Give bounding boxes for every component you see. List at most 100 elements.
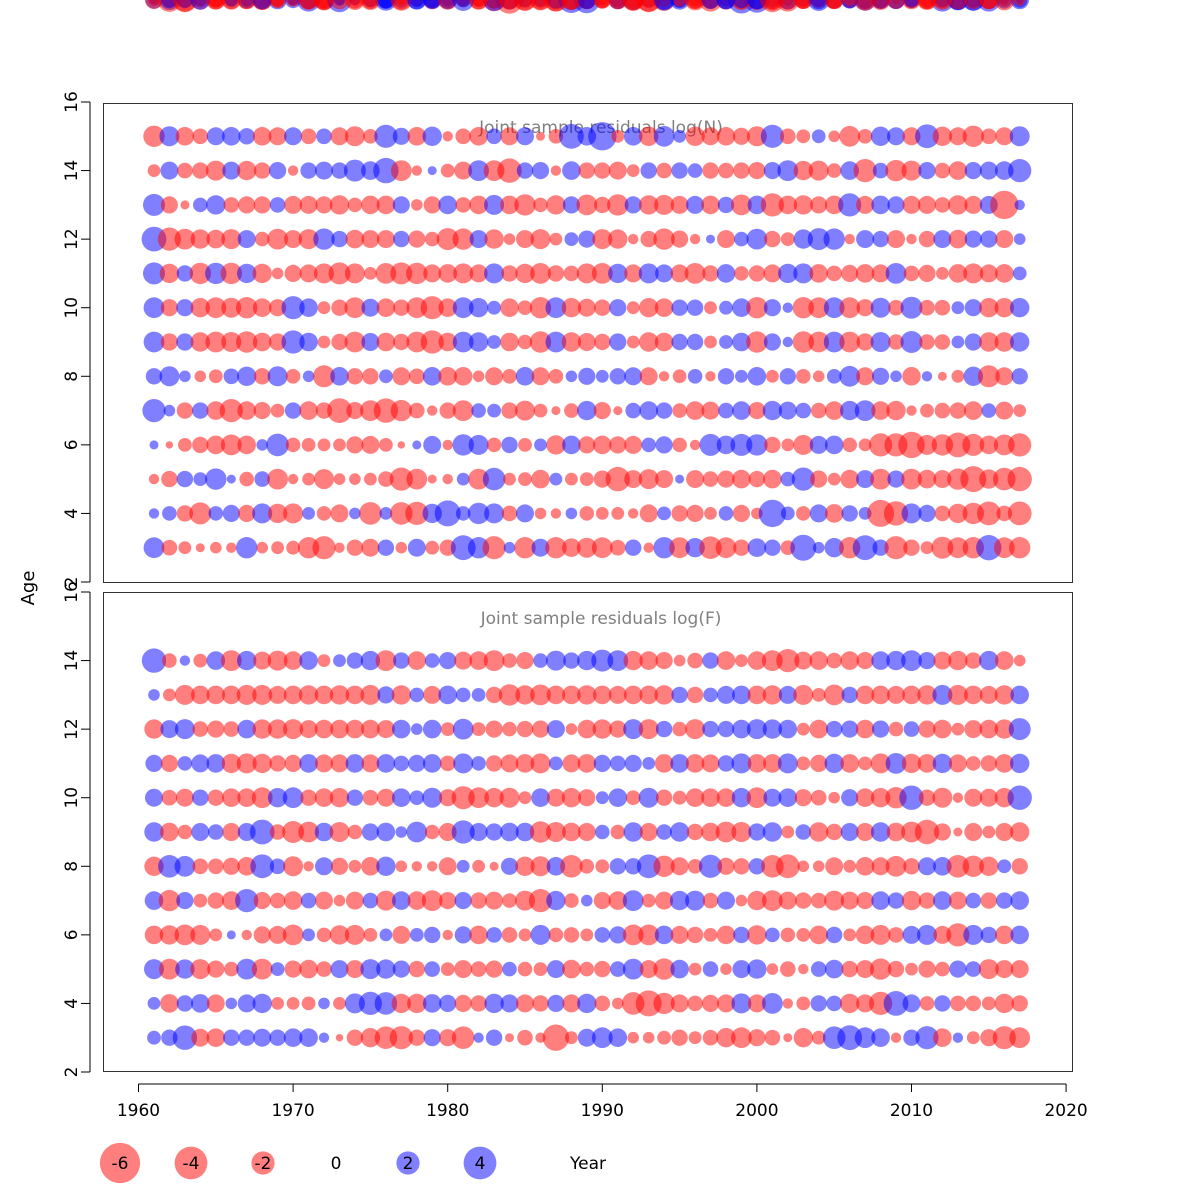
bubble [206, 754, 226, 773]
bubble [179, 370, 191, 383]
bubble [141, 648, 167, 673]
bubble [950, 995, 966, 1012]
bubble [271, 541, 284, 555]
bubble [675, 474, 685, 484]
bubble [438, 857, 457, 876]
bubble [500, 195, 519, 215]
bubble [374, 124, 398, 148]
bubble [500, 298, 519, 318]
bubble [501, 436, 518, 454]
bubble [144, 959, 164, 980]
bubble [809, 719, 828, 739]
bubble [469, 0, 488, 10]
bubble [828, 130, 840, 143]
bubble [143, 262, 165, 285]
bubble [746, 719, 767, 740]
bubble [793, 160, 813, 181]
bubble [809, 435, 828, 454]
bubble [237, 435, 256, 455]
bubble [175, 788, 194, 807]
bubble [530, 753, 551, 774]
bubble [515, 400, 535, 421]
bubble [529, 331, 552, 353]
bubble [254, 162, 271, 179]
bubble [577, 993, 597, 1014]
bubble [689, 233, 701, 245]
bubble [515, 856, 535, 876]
bubble [962, 125, 984, 147]
bubble [793, 229, 813, 249]
bubble [360, 959, 381, 980]
bubble [964, 195, 983, 214]
bubble [237, 0, 256, 9]
bubble [174, 855, 196, 877]
bubble [547, 994, 565, 1013]
bubble [780, 506, 795, 521]
bubble [888, 927, 904, 943]
bubble [915, 124, 939, 149]
bubble [177, 162, 193, 179]
bubble [178, 541, 192, 555]
bubble [1010, 298, 1030, 318]
bubble [301, 996, 316, 1011]
bubble [176, 402, 194, 419]
bubble [900, 331, 923, 353]
bubble [299, 195, 318, 214]
bubble [996, 505, 1013, 522]
bubble [917, 924, 937, 945]
bubble [901, 890, 922, 911]
bubble [283, 856, 304, 877]
bubble [254, 471, 270, 487]
bubble [298, 229, 319, 250]
bubble [702, 1029, 719, 1046]
bubble [224, 961, 239, 977]
bubble [451, 1026, 475, 1049]
bubble [762, 685, 783, 705]
bubble [855, 685, 875, 705]
bubble [147, 997, 161, 1010]
bubble [671, 162, 688, 179]
bubble [284, 754, 302, 773]
bubble [191, 994, 210, 1013]
bubble [746, 126, 767, 147]
legend-label: -4 [183, 1154, 200, 1174]
bubble [919, 334, 935, 350]
bubble [886, 650, 906, 671]
bubble [639, 651, 658, 670]
bubble [979, 719, 999, 739]
bubble [502, 893, 517, 908]
bubble [581, 894, 593, 907]
bubble [763, 754, 782, 773]
bubble [730, 433, 753, 456]
bubble [948, 754, 967, 773]
bubble [871, 685, 890, 705]
bubble [780, 232, 795, 247]
bubble [762, 890, 783, 911]
bubble [577, 333, 596, 351]
x-tick-label: 1970 [271, 1101, 314, 1121]
bubble [593, 435, 612, 455]
bubble [809, 264, 828, 283]
bubble [671, 230, 689, 248]
bubble [375, 890, 396, 911]
bubble [192, 162, 209, 179]
bubble [503, 472, 516, 486]
bubble [452, 434, 474, 456]
bubble [438, 685, 458, 705]
bubble [485, 960, 503, 978]
bubble [977, 365, 1000, 388]
bubble [286, 997, 300, 1010]
bubble [1010, 822, 1030, 842]
bubble [902, 195, 921, 214]
bubble [595, 859, 610, 874]
bubble [824, 890, 845, 911]
bubble [468, 787, 489, 809]
bubble [670, 857, 689, 876]
x-axis-label: Year [569, 1154, 606, 1174]
bubble [376, 332, 396, 352]
bubble [902, 367, 921, 386]
bubble [501, 265, 518, 282]
bubble [270, 403, 285, 418]
bubble [472, 859, 485, 873]
bubble [715, 537, 737, 559]
